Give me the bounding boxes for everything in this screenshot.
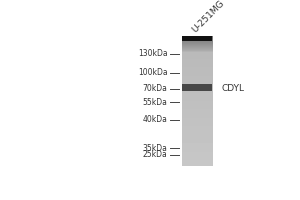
Text: 40kDa: 40kDa	[143, 115, 168, 124]
Text: 70kDa: 70kDa	[143, 84, 168, 93]
Text: 55kDa: 55kDa	[143, 98, 168, 107]
Text: 130kDa: 130kDa	[138, 49, 168, 58]
Bar	[182, 84, 212, 91]
Text: CDYL: CDYL	[221, 84, 244, 93]
Text: U-251MG: U-251MG	[190, 0, 226, 35]
Text: 35kDa: 35kDa	[143, 144, 168, 153]
Bar	[182, 36, 212, 41]
Text: 100kDa: 100kDa	[138, 68, 168, 77]
Text: 25kDa: 25kDa	[143, 150, 168, 159]
